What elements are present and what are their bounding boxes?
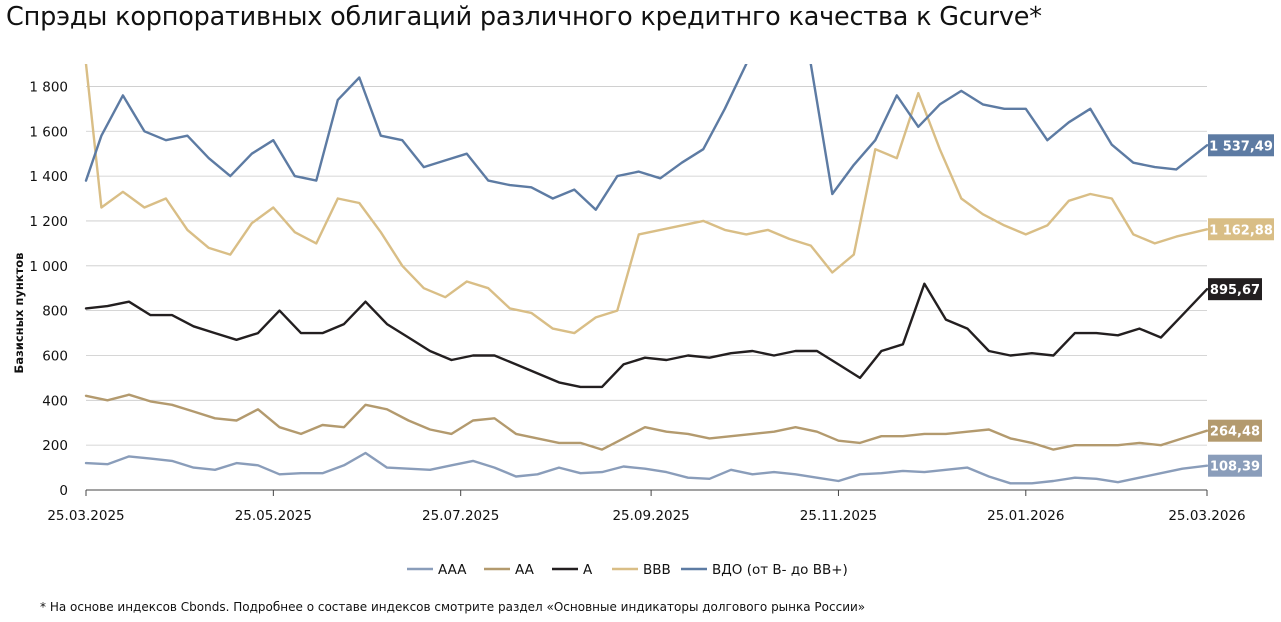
series-line-bbb (84, 64, 1209, 335)
legend-label: A (583, 562, 593, 578)
y-tick-label: 600 (42, 348, 68, 364)
value-badge-label: 264,48 (1210, 425, 1260, 440)
legend-label: BBB (643, 562, 671, 578)
y-tick-label: 1 000 (29, 259, 68, 275)
x-tick-label: 25.11.2025 (800, 508, 877, 524)
value-badge-label: 895,67 (1210, 283, 1260, 298)
series-line-aaa (84, 451, 1209, 485)
x-tick-label: 25.05.2025 (235, 508, 312, 524)
y-tick-label: 1 400 (29, 169, 68, 185)
y-tick-label: 200 (42, 438, 68, 454)
legend-label: ВДО (от B- до BB+) (712, 562, 848, 578)
y-tick-label: 0 (59, 483, 68, 499)
y-axis-ticks: 0 200 400 600 800 1 000 1 200 1 400 1 600 1 800 (29, 79, 68, 499)
value-badge (1208, 278, 1262, 301)
value-badge (1208, 218, 1274, 241)
value-badge (1208, 134, 1274, 157)
series-line-вдо-от-b-до-bb- (84, 64, 1209, 211)
legend: AAA AA A BBB ВДО (от B- до BB+) (407, 562, 848, 578)
value-badge-label: 1 537,49 (1209, 139, 1273, 154)
series-lines (84, 64, 1209, 485)
y-tick-label: 1 200 (29, 214, 68, 230)
chart-title: Спрэды корпоративных облигаций различног… (6, 2, 1042, 32)
x-axis-ticks: 25.03.2025 25.05.2025 25.07.2025 25.09.2025… (47, 490, 1246, 524)
value-badge-label: 1 162,88 (1209, 223, 1273, 238)
value-badge (1208, 454, 1262, 477)
x-tick-label: 25.07.2025 (422, 508, 499, 524)
y-tick-label: 400 (42, 393, 68, 409)
value-badge (1208, 419, 1262, 442)
end-value-badges: 108,39 264,48 895,67 1 162,88 1 537,49 (1208, 134, 1274, 477)
y-tick-label: 1 600 (29, 124, 68, 140)
x-tick-label: 25.09.2025 (612, 508, 689, 524)
y-tick-label: 1 800 (29, 79, 68, 95)
x-tick-label: 25.03.2026 (1168, 508, 1245, 524)
series-line-a (84, 282, 1209, 389)
y-axis-label: Базисных пунктов (12, 253, 26, 374)
value-badge-label: 108,39 (1210, 460, 1260, 475)
legend-label: AAA (438, 562, 467, 578)
x-tick-label: 25.01.2026 (987, 508, 1064, 524)
y-tick-label: 800 (42, 304, 68, 320)
legend-label: AA (515, 562, 535, 578)
grid-lines (86, 86, 1207, 491)
x-tick-label: 25.03.2025 (47, 508, 124, 524)
footnote: * На основе индексов Cbonds. Подробнее о… (40, 600, 866, 614)
series-line-aa (84, 393, 1209, 451)
